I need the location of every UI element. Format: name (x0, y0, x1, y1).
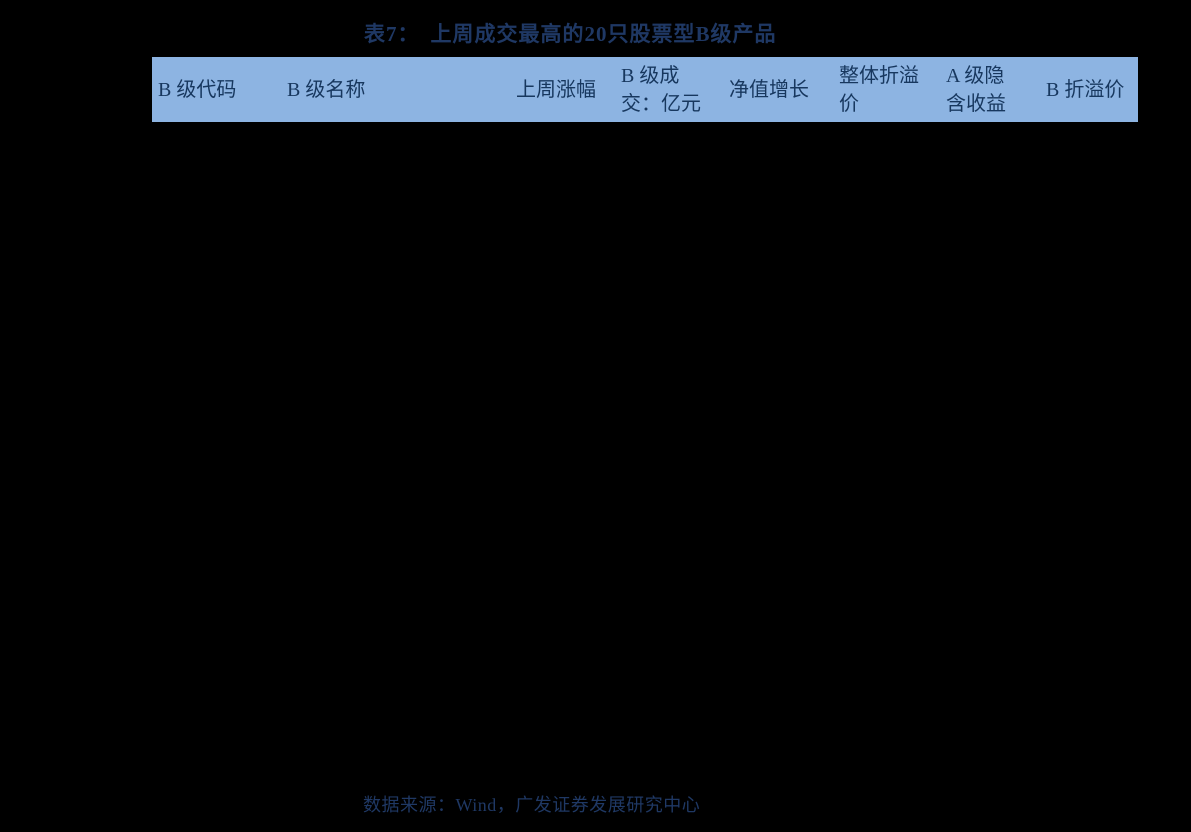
column-header-b-class-turnover: B 级成 交：亿元 (615, 57, 723, 122)
column-header-label-line-1: 整体折溢 (839, 64, 919, 87)
column-header-nav-growth: 净值增长 (723, 57, 833, 122)
column-header-label: B 折溢价 (1046, 78, 1125, 101)
table-header-row: B 级代码 B 级名称 上周涨幅 B 级成 交：亿元 净值增长 整体折溢 价 A… (152, 57, 1138, 122)
column-header-b-class-name: B 级名称 (281, 57, 510, 122)
column-header-label: 上周涨幅 (516, 78, 596, 101)
column-header-label-line-2: 含收益 (946, 92, 1006, 115)
data-source-note: 数据来源：Wind，广发证券发展研究中心 (363, 795, 701, 815)
table-title-label: 表7： (364, 22, 420, 46)
column-header-b-class-premium-discount: B 折溢价 (1040, 57, 1138, 122)
column-header-label: 净值增长 (729, 78, 809, 101)
column-header-label-line-1: A 级隐 (946, 64, 1005, 87)
column-header-b-class-code: B 级代码 (152, 57, 281, 122)
table-title-text: 上周成交最高的20只股票型B级产品 (430, 22, 777, 46)
table-title: 表7： 上周成交最高的20只股票型B级产品 (364, 18, 777, 48)
column-header-label: B 级代码 (158, 78, 237, 101)
column-header-a-class-implied-yield: A 级隐 含收益 (940, 57, 1040, 122)
column-header-label-line-1: B 级成 (621, 64, 680, 87)
column-header-overall-premium-discount: 整体折溢 价 (833, 57, 940, 122)
column-header-label-line-2: 价 (839, 92, 859, 115)
column-header-last-week-change: 上周涨幅 (510, 57, 615, 122)
column-header-label: B 级名称 (287, 78, 366, 101)
table-body (152, 122, 1138, 770)
column-header-label-line-2: 交：亿元 (621, 92, 701, 115)
